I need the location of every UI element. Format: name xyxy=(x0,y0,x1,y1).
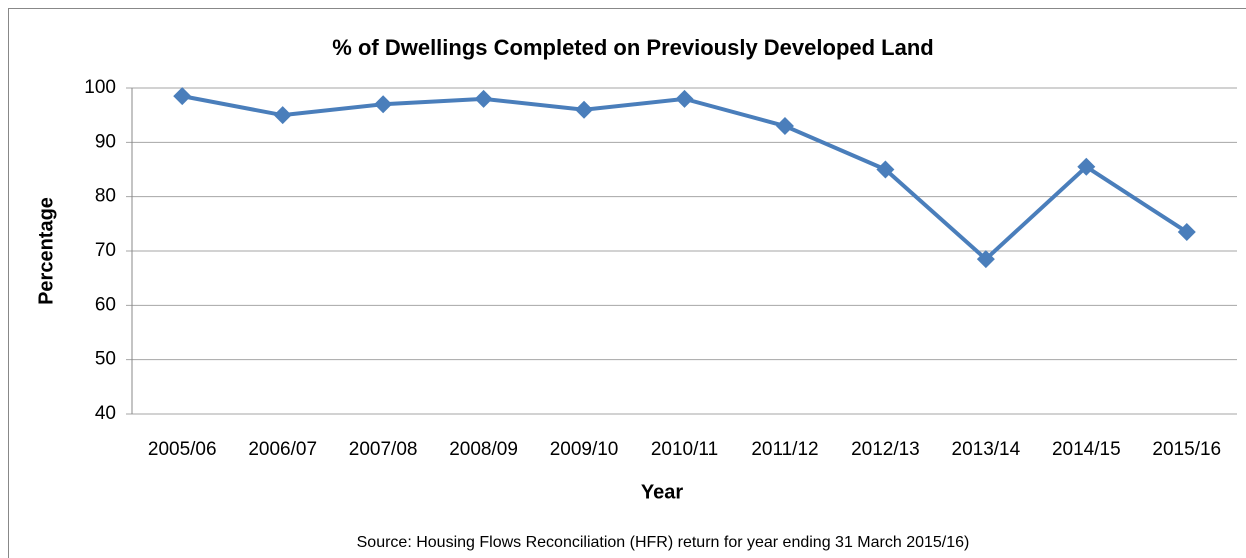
data-marker xyxy=(273,106,292,125)
data-marker xyxy=(1177,222,1196,241)
chart-title: % of Dwellings Completed on Previously D… xyxy=(332,35,933,60)
x-tick-label: 2007/08 xyxy=(349,439,418,460)
data-marker xyxy=(575,100,594,119)
data-marker xyxy=(474,89,493,108)
x-tick-label: 2010/11 xyxy=(651,439,718,460)
y-tick-label: 40 xyxy=(95,403,116,424)
y-tick-label: 80 xyxy=(95,186,116,207)
x-tick-label: 2005/06 xyxy=(148,439,217,460)
source-note: Source: Housing Flows Reconciliation (HF… xyxy=(357,534,970,551)
series-line xyxy=(181,94,1188,262)
data-marker xyxy=(1077,157,1096,176)
data-marker xyxy=(775,117,794,136)
y-tick-label: 70 xyxy=(95,240,116,261)
data-marker xyxy=(976,250,995,269)
y-tick-label: 50 xyxy=(95,349,116,370)
data-marker xyxy=(876,160,895,179)
y-tick-label: 100 xyxy=(84,77,116,98)
x-tick-label: 2009/10 xyxy=(550,439,619,460)
data-marker xyxy=(675,89,694,108)
x-tick-label: 2013/14 xyxy=(952,439,1021,460)
x-axis-label: Year xyxy=(641,481,683,503)
x-tick-label: 2006/07 xyxy=(248,439,317,460)
data-marker xyxy=(374,95,393,114)
x-tick-label: 2015/16 xyxy=(1152,439,1221,460)
x-tick-label: 2014/15 xyxy=(1052,439,1121,460)
y-tick-label: 90 xyxy=(95,131,116,152)
data-marker xyxy=(173,87,192,106)
y-tick-label: 60 xyxy=(95,294,116,315)
chart-frame xyxy=(8,8,1246,558)
x-tick-label: 2011/12 xyxy=(751,439,818,460)
x-tick-label: 2008/09 xyxy=(449,439,518,460)
x-tick-label: 2012/13 xyxy=(851,439,920,460)
y-axis-label: Percentage xyxy=(35,197,57,305)
